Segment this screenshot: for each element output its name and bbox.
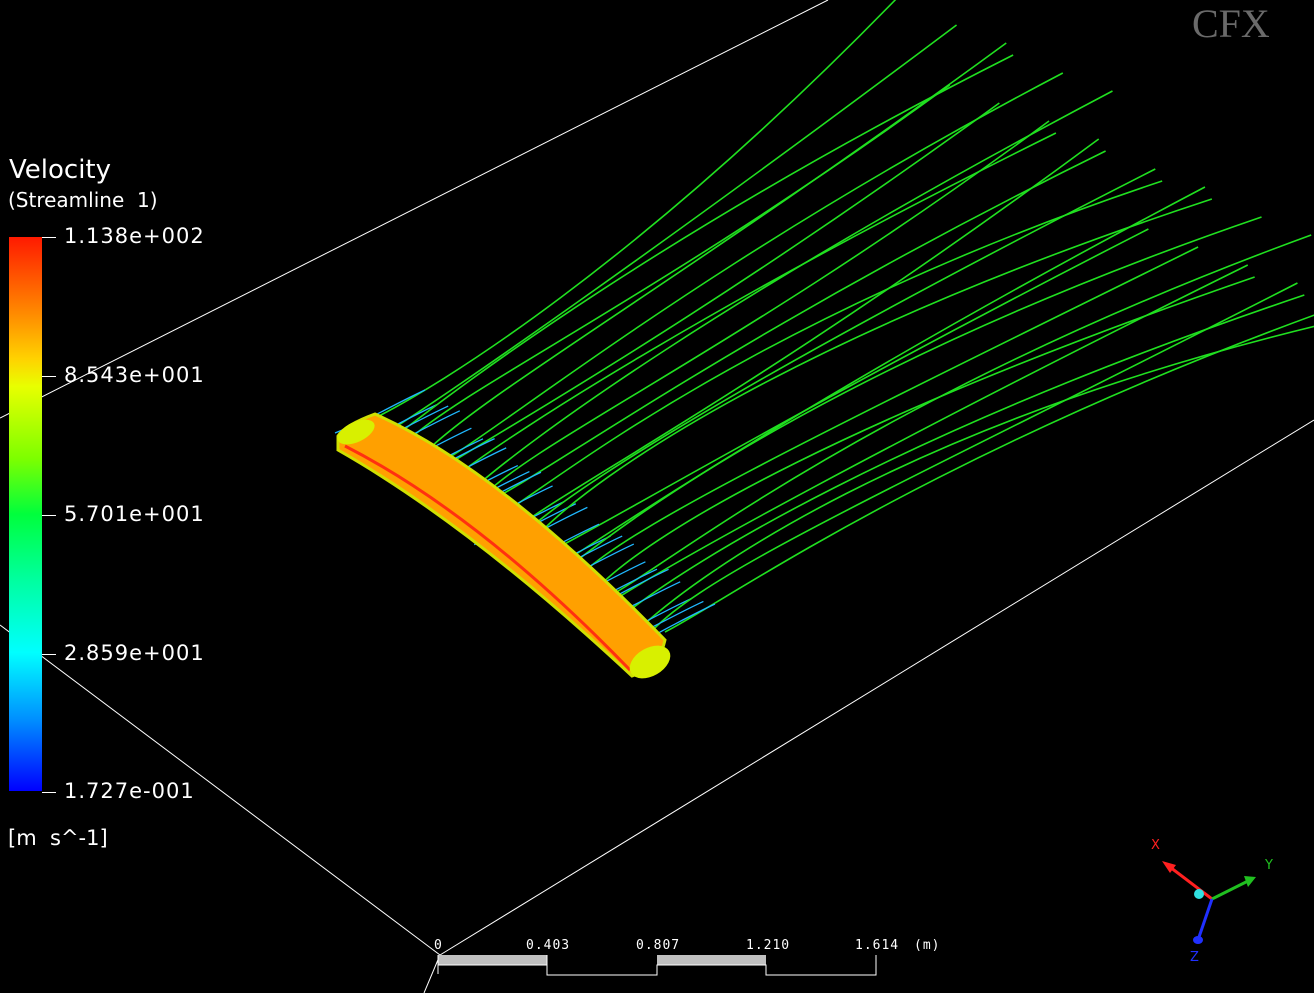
legend-label: 2.859e+001: [64, 641, 205, 665]
triad-y-label: Y: [1265, 858, 1273, 873]
streamline: [420, 42, 1007, 457]
streamline: [444, 102, 1000, 468]
legend-label-max: 1.138e+002: [64, 224, 205, 248]
legend-label: 8.543e+001: [64, 363, 205, 387]
scale-tick-label: 0.807: [636, 938, 681, 953]
scale-unit: (m): [914, 938, 941, 953]
streamlines: [334, 0, 1314, 648]
streamline: [641, 325, 1314, 627]
wing: [336, 412, 671, 679]
triad-z-label: Z: [1190, 950, 1199, 965]
streamline: [548, 228, 1149, 553]
legend-label: 5.701e+001: [64, 502, 205, 526]
legend-tick: [42, 654, 56, 655]
streamline: [536, 198, 1213, 536]
streamline: [432, 72, 1064, 468]
legend-title: Velocity: [9, 155, 111, 185]
scale-tick-label: 1.210: [746, 938, 791, 953]
streamline: [478, 120, 1050, 501]
streamline: [409, 84, 951, 440]
streamline: [374, 0, 897, 419]
scale-tick-label: 0.403: [526, 938, 571, 953]
legend-unit: [m s^-1]: [8, 826, 108, 850]
streamline: [571, 216, 1262, 565]
legend-tick: [42, 376, 56, 377]
scale-tick-label: 1.614: [855, 938, 900, 953]
streamline: [594, 276, 1255, 591]
scale-bar: [437, 955, 877, 976]
streamline: [664, 314, 1314, 633]
streamline: [455, 132, 1057, 477]
legend-tick: [42, 792, 56, 793]
streamline: [525, 168, 1156, 533]
cfx-logo: CFX: [1192, 1, 1270, 46]
legend-label-min: 1.727e-001: [64, 779, 195, 803]
streamline: [386, 24, 958, 434]
legend-color-bar: [9, 237, 42, 791]
axis-triad: [1162, 861, 1256, 944]
triad-x-label: X: [1151, 838, 1160, 853]
legend-tick: [42, 237, 56, 238]
streamline: [583, 246, 1199, 573]
legend-subtitle: (Streamline 1): [8, 188, 158, 212]
streamline: [502, 180, 1163, 515]
streamline: [513, 138, 1100, 531]
scale-tick-label: 0: [434, 938, 443, 953]
streamline: [490, 150, 1106, 501]
streamline: [467, 90, 1113, 495]
streamline: [629, 294, 1305, 611]
legend-tick: [42, 515, 56, 516]
streamline: [397, 54, 1014, 435]
streamline: [652, 282, 1298, 631]
streamline: [560, 186, 1206, 565]
